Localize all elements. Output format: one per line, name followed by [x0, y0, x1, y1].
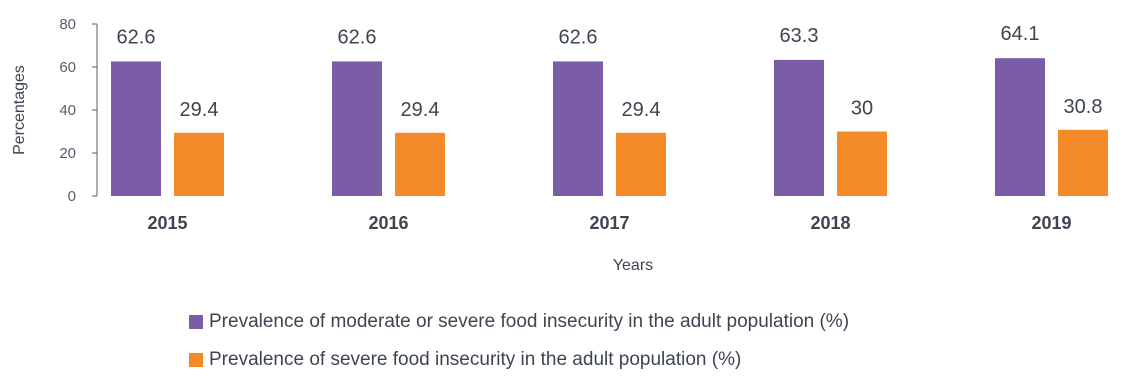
value-label-severe-2015: 29.4 [180, 99, 219, 121]
value-label-moderate-severe-2019: 64.1 [1001, 23, 1040, 45]
x-category-label-2015: 2015 [147, 213, 187, 233]
y-axis-title: Percentages [11, 65, 28, 155]
y-tick-label: 40 [59, 102, 76, 119]
y-tick-label: 20 [59, 145, 76, 162]
legend: Prevalence of moderate or severe food in… [189, 310, 849, 386]
value-label-moderate-severe-2017: 62.6 [559, 26, 598, 48]
bar-chart: 0 20 40 60 80 62.6 29.4 2015 62.6 29.4 2016 62.6 29… [11, 16, 1108, 274]
y-tick-label: 80 [59, 16, 76, 33]
bar-moderate-severe-2019 [995, 58, 1045, 197]
bar-severe-2017 [616, 132, 666, 196]
x-category-label-2017: 2017 [589, 213, 629, 233]
value-label-moderate-severe-2018: 63.3 [780, 25, 819, 47]
legend-swatch-purple [189, 315, 203, 329]
bar-moderate-severe-2015 [111, 61, 161, 196]
bar-severe-2018 [837, 131, 887, 196]
bar-moderate-severe-2017 [553, 61, 603, 196]
x-category-label-2019: 2019 [1031, 213, 1071, 233]
legend-label-moderate-severe: Prevalence of moderate or severe food in… [209, 311, 850, 332]
y-tick-label: 60 [59, 59, 76, 76]
bar-severe-2019 [1058, 129, 1108, 196]
legend-item-severe: Prevalence of severe food insecurity in … [189, 348, 849, 372]
value-label-moderate-severe-2016: 62.6 [338, 26, 377, 48]
value-label-severe-2018: 30 [851, 98, 873, 120]
bar-moderate-severe-2016 [332, 61, 382, 196]
value-label-severe-2019: 30.8 [1064, 96, 1103, 118]
x-category-label-2018: 2018 [810, 213, 850, 233]
legend-swatch-orange [189, 353, 203, 367]
bar-severe-2016 [395, 132, 445, 196]
y-tick-label: 0 [68, 188, 76, 205]
x-category-label-2016: 2016 [368, 213, 408, 233]
value-label-severe-2016: 29.4 [401, 99, 440, 121]
bar-moderate-severe-2018 [774, 59, 824, 196]
value-label-severe-2017: 29.4 [622, 99, 661, 121]
legend-item-moderate-severe: Prevalence of moderate or severe food in… [189, 310, 849, 334]
bar-severe-2015 [174, 132, 224, 196]
x-axis-title: Years [613, 257, 653, 274]
legend-label-severe: Prevalence of severe food insecurity in … [209, 349, 742, 370]
value-label-moderate-severe-2015: 62.6 [117, 26, 156, 48]
